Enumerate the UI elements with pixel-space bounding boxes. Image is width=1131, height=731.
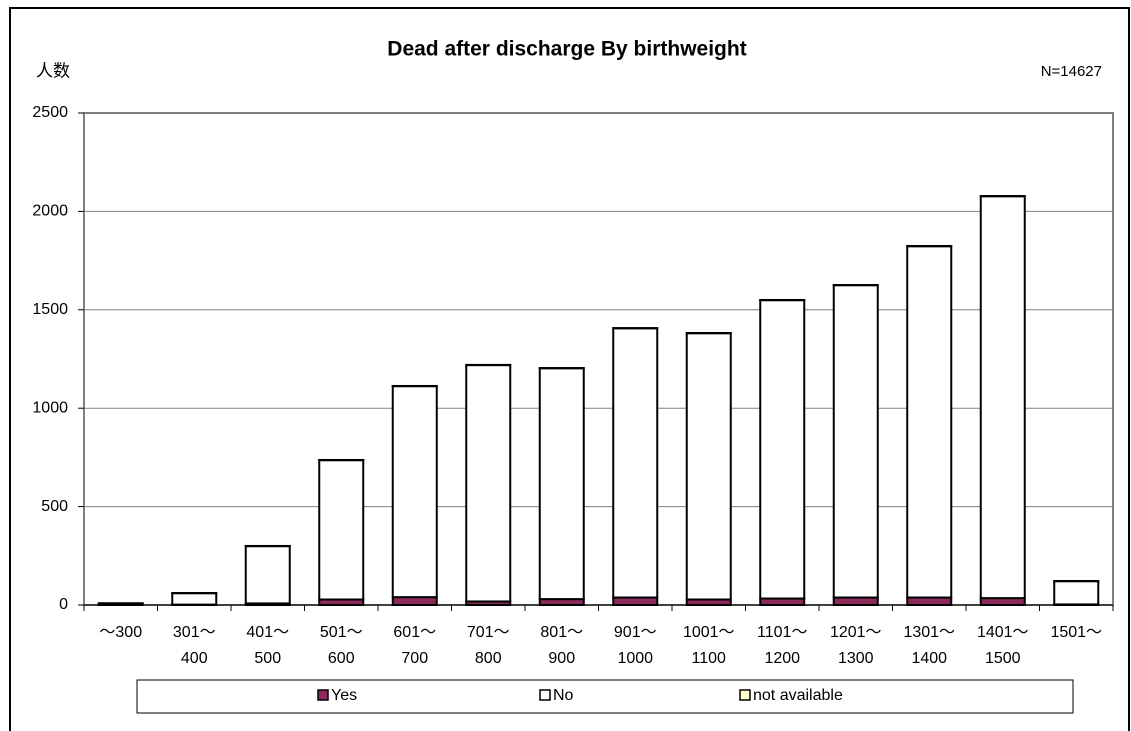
- legend-label: not available: [753, 687, 843, 704]
- bar-segment: [244, 545, 291, 605]
- x-tick-label: 1100: [692, 650, 727, 667]
- bar-segment: [906, 245, 953, 599]
- bar-segment: [97, 602, 144, 606]
- legend-label: No: [553, 687, 574, 704]
- bar-segment: [979, 597, 1026, 606]
- bar-segment: [612, 327, 659, 599]
- y-tick-label: 1500: [32, 301, 68, 318]
- legend-box: [136, 679, 1074, 714]
- chart-frame: [9, 7, 1130, 731]
- bar-segment: [759, 299, 806, 600]
- x-tick-label: 601～: [393, 624, 436, 641]
- x-tick-label: 1000: [617, 650, 653, 667]
- x-tick-label: 1500: [985, 650, 1021, 667]
- x-tick-label: 700: [401, 650, 428, 667]
- legend-label: Yes: [331, 687, 357, 704]
- bar-segment: [171, 592, 218, 606]
- bar-segment: [465, 364, 512, 603]
- chart-title: Dead after discharge By birthweight: [387, 38, 746, 61]
- legend-swatch: [317, 689, 329, 701]
- y-tick-label: 2500: [32, 104, 68, 121]
- y-tick-label: 1000: [32, 399, 68, 416]
- bar-segment: [906, 596, 953, 607]
- x-tick-label: 1401～: [977, 624, 1029, 641]
- x-tick-label: 800: [475, 650, 502, 667]
- legend-swatch: [539, 689, 551, 701]
- bar-segment: [612, 596, 659, 607]
- bar-segment: [1053, 580, 1100, 606]
- x-tick-label: 1301～: [903, 624, 955, 641]
- x-tick-label: 1001～: [683, 624, 735, 641]
- bar-segment: [391, 385, 438, 599]
- bar-segment: [391, 596, 438, 606]
- x-tick-label: 400: [181, 650, 208, 667]
- bar-segment: [318, 459, 365, 601]
- x-tick-label: 1300: [838, 650, 874, 667]
- x-tick-label: 1101～: [757, 624, 807, 641]
- x-tick-label: ～300: [99, 624, 142, 641]
- x-tick-label: 901～: [614, 624, 657, 641]
- x-tick-label: 900: [548, 650, 575, 667]
- bar-segment: [538, 367, 585, 601]
- x-tick-label: 501～: [320, 624, 363, 641]
- y-tick-label: 500: [41, 498, 68, 515]
- x-tick-label: 1400: [911, 650, 947, 667]
- x-tick-label: 1201～: [830, 624, 882, 641]
- x-tick-label: 401～: [246, 624, 289, 641]
- y-tick-label: 2000: [32, 203, 68, 220]
- x-tick-label: 1501～: [1050, 624, 1102, 641]
- x-tick-label: 1200: [764, 650, 800, 667]
- bar-segment: [685, 332, 732, 601]
- y-tick-label: 0: [59, 596, 68, 613]
- bar-segment: [832, 596, 879, 607]
- x-tick-label: 701～: [467, 624, 510, 641]
- annotation: N=14627: [1041, 63, 1102, 80]
- x-tick-label: 600: [328, 650, 355, 667]
- x-tick-label: 801～: [540, 624, 583, 641]
- bar-segment: [832, 284, 879, 599]
- bar-segment: [979, 195, 1026, 600]
- x-tick-label: 301～: [173, 624, 216, 641]
- y-axis-label: 人数: [36, 61, 70, 80]
- plot-area: [83, 112, 1114, 606]
- legend-swatch: [739, 689, 751, 701]
- x-tick-label: 500: [254, 650, 281, 667]
